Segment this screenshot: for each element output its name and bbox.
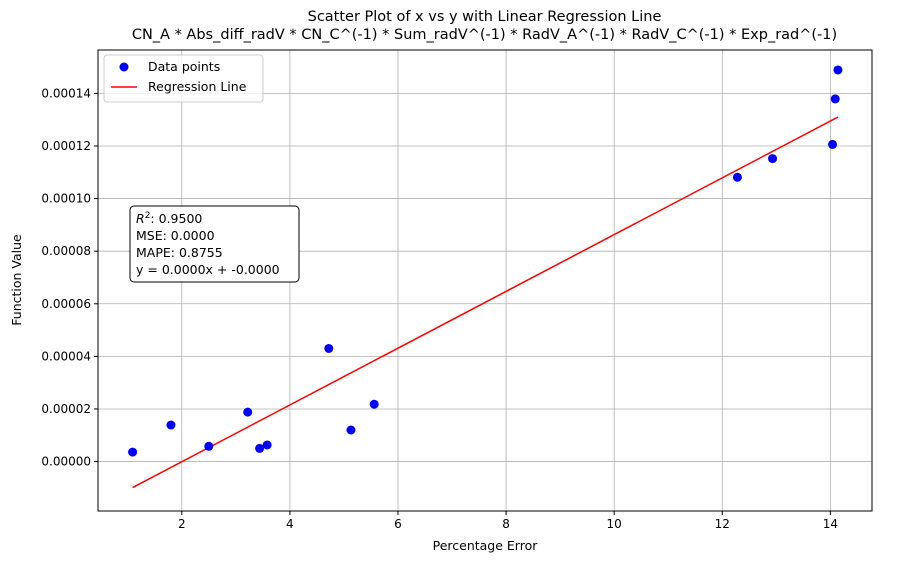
x-tick-label: 8 — [502, 517, 510, 531]
data-point — [204, 441, 214, 451]
data-point — [732, 172, 742, 182]
x-axis-ticks: 2 4 6 8 10 12 14 — [178, 511, 838, 531]
data-point — [255, 443, 265, 453]
x-tick-label: 6 — [394, 517, 402, 531]
x-tick-label: 12 — [715, 517, 730, 531]
y-tick-label: 0.00014 — [41, 86, 91, 100]
stats-r2-symbol: R — [136, 211, 145, 226]
chart-subtitle: CN_A * Abs_diff_radV * CN_C^(-1) * Sum_r… — [132, 27, 837, 43]
y-tick-label: 0.00012 — [41, 139, 91, 153]
legend-label-regression-line: Regression Line — [148, 79, 247, 94]
y-axis-label: Function Value — [9, 234, 24, 326]
y-tick-label: 0.00002 — [41, 402, 91, 416]
grid-lines — [98, 50, 872, 511]
stats-box — [129, 205, 300, 283]
x-axis-label: Percentage Error — [433, 538, 539, 553]
data-point — [324, 343, 334, 353]
data-point — [830, 94, 840, 104]
legend-box — [103, 54, 264, 103]
y-tick-label: 0.00010 — [41, 192, 91, 206]
stats-r2-value: : 0.9500 — [150, 211, 202, 226]
data-point — [166, 420, 176, 430]
regression-line — [132, 116, 839, 489]
legend-marker-data-points — [119, 62, 129, 72]
legend: Data points Regression Line — [103, 54, 264, 103]
data-point — [768, 154, 778, 164]
x-tick-label: 4 — [286, 517, 294, 531]
data-point — [828, 139, 838, 149]
plot-area-frame — [97, 49, 873, 512]
data-point — [128, 447, 138, 457]
stats-mape: MAPE: 0.8755 — [136, 245, 223, 260]
x-tick-label: 14 — [823, 517, 838, 531]
y-tick-label: 0.00008 — [41, 244, 91, 258]
x-tick-label: 2 — [178, 517, 186, 531]
regression-line-layer — [132, 116, 839, 489]
stats-annotation: R2: 0.9500 MSE: 0.0000 MAPE: 0.8755 y = … — [129, 205, 300, 283]
stats-mse: MSE: 0.0000 — [136, 228, 215, 243]
data-points-layer — [128, 65, 843, 457]
data-point — [262, 440, 272, 450]
chart-title: Scatter Plot of x vs y with Linear Regre… — [308, 9, 662, 25]
stats-r2-superscript: 2 — [145, 211, 151, 221]
data-point — [346, 425, 356, 435]
legend-label-data-points: Data points — [148, 59, 220, 74]
data-point — [833, 65, 843, 75]
stats-equation: y = 0.0000x + -0.0000 — [136, 262, 280, 277]
data-point — [243, 407, 253, 417]
stats-r2: R2: 0.9500 — [136, 211, 202, 226]
y-tick-label: 0.00004 — [41, 349, 91, 363]
y-tick-label: 0.00006 — [41, 297, 91, 311]
y-axis-ticks: 0.00000 0.00002 0.00004 0.00006 0.00008 0.000… — [41, 86, 98, 469]
y-tick-label: 0.00000 — [41, 455, 91, 469]
x-tick-label: 10 — [607, 517, 622, 531]
data-point — [369, 399, 379, 409]
